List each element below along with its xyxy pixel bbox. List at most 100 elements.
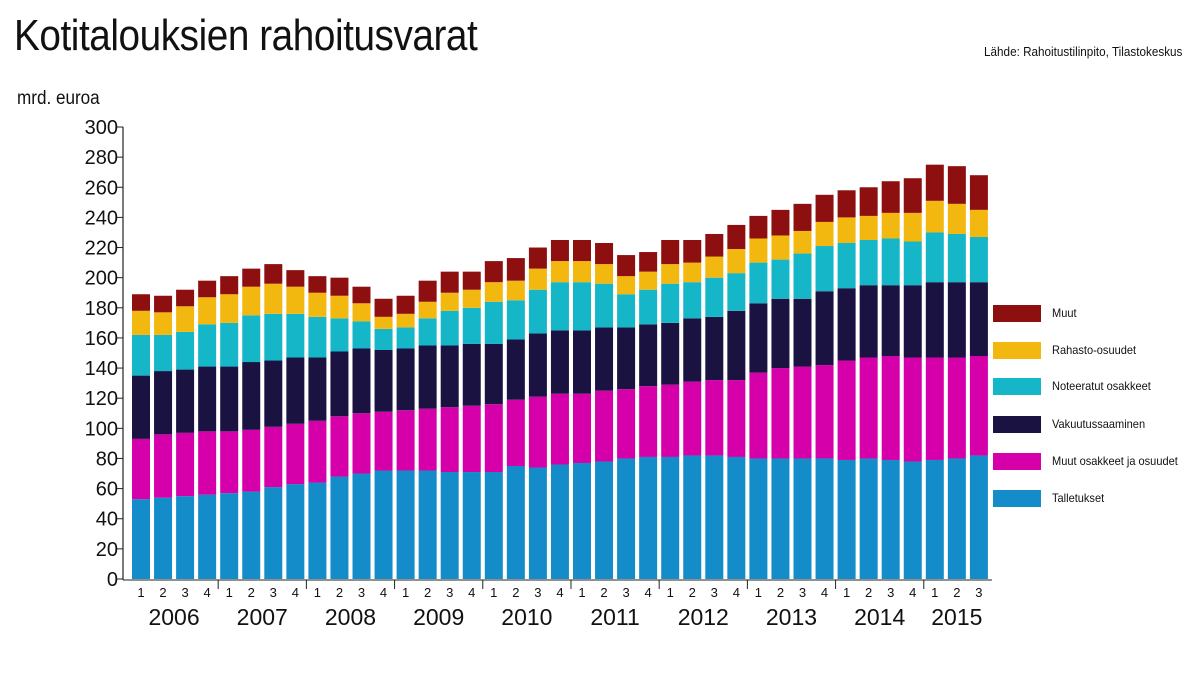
bar-segment: [242, 429, 261, 492]
bar-segment: [330, 351, 349, 417]
bar-segment: [683, 240, 702, 263]
bar-segment: [573, 282, 591, 331]
bar-segment: [859, 215, 878, 240]
bar-segment: [859, 458, 878, 579]
bar-segment: [132, 334, 150, 376]
bar-segment: [705, 316, 724, 381]
bar-segment: [242, 268, 261, 287]
bar-segment: [352, 348, 371, 414]
legend-label: Talletukset: [1052, 491, 1105, 505]
bar-segment: [440, 407, 459, 473]
bar-segment: [396, 327, 415, 349]
bar-segment: [374, 349, 393, 412]
bar-segment: [154, 334, 173, 372]
legend-item-muut: Muut: [993, 304, 1079, 322]
bar-segment: [484, 261, 503, 283]
bar-segment: [462, 343, 481, 406]
x-year-label: 2011: [590, 604, 639, 630]
bar-segment: [925, 164, 944, 201]
y-tick-label: 240: [85, 207, 118, 229]
x-tick-label: 4: [821, 585, 828, 600]
bar-segment: [528, 268, 547, 290]
bar-segment: [242, 315, 261, 363]
x-tick-label: 2: [424, 585, 431, 600]
bar-segment: [286, 357, 305, 424]
legend-label: Muut: [1052, 306, 1077, 320]
bar-segment: [198, 297, 217, 325]
x-tick-label: 3: [887, 585, 894, 600]
bar-segment: [815, 365, 834, 459]
y-tick-label: 20: [96, 539, 118, 561]
legend-swatch: [993, 489, 1041, 507]
bar-segment: [506, 258, 525, 281]
x-tick-label: 1: [843, 585, 850, 600]
bar-segment: [903, 241, 922, 286]
legend-label: Vakuutussaaminen: [1052, 417, 1146, 431]
x-tick-label: 1: [931, 585, 938, 600]
bar-segment: [793, 458, 812, 579]
x-tick-label: 2: [953, 585, 960, 600]
bar-segment: [440, 345, 459, 408]
bar-segment: [683, 282, 702, 319]
bar-segment: [396, 348, 415, 411]
y-tick-label: 140: [85, 358, 118, 380]
bar-segment: [352, 413, 371, 474]
bar-segment: [484, 343, 503, 405]
bar-segment: [418, 408, 437, 471]
bar-segment: [573, 393, 591, 463]
x-tick-label: 3: [711, 585, 718, 600]
bar-segment: [859, 240, 878, 286]
y-tick-label: 180: [85, 298, 118, 320]
legend-swatch: [993, 377, 1041, 395]
x-year-label: 2009: [413, 604, 464, 630]
x-year-label: 2015: [931, 604, 982, 630]
bar-segment: [639, 324, 658, 387]
bar-segment: [462, 289, 481, 308]
bar-segment: [859, 285, 878, 358]
bar-segment: [242, 491, 261, 579]
x-tick-label: 4: [733, 585, 740, 600]
bar-segment: [132, 438, 150, 500]
bar-segment: [330, 318, 349, 352]
bar-segment: [837, 190, 856, 218]
x-tick-label: 4: [645, 585, 652, 600]
x-year-label: 2006: [148, 604, 199, 630]
bar-segment: [132, 294, 150, 311]
bar-segment: [286, 484, 305, 579]
bar-segment: [925, 200, 944, 233]
x-year-label: 2013: [766, 604, 817, 630]
bar-segment: [176, 331, 195, 370]
x-tick-label: 4: [909, 585, 916, 600]
bar-segment: [308, 357, 327, 421]
bar-segment: [462, 307, 481, 344]
bar-segment: [617, 276, 636, 295]
bar-segment: [683, 381, 702, 456]
bar-segment: [462, 405, 481, 473]
bar-segment: [771, 209, 790, 236]
bar-segment: [264, 487, 283, 579]
bar-segment: [749, 215, 768, 239]
y-tick-label: 120: [85, 388, 118, 410]
bar-segment: [220, 431, 239, 494]
bar-segment: [330, 295, 349, 319]
bar-segment: [484, 301, 503, 344]
bar-segment: [506, 280, 525, 301]
bar-segment: [749, 458, 768, 579]
chart-title: Kotitalouksien rahoitusvarat: [14, 11, 478, 60]
bar-segment: [308, 482, 327, 579]
bar-segment: [484, 282, 503, 302]
bar-segment: [595, 243, 614, 265]
source-note: Lähde: Rahoitustilinpito, Tilastokeskus: [983, 44, 1182, 59]
bar-segment: [595, 264, 614, 284]
x-year-label: 2008: [325, 604, 376, 630]
bar-segment: [881, 459, 900, 579]
bar-segment: [154, 295, 173, 313]
bar-segment: [617, 458, 636, 579]
bar-segment: [330, 476, 349, 579]
bar-segment: [947, 233, 966, 283]
y-tick-label: 260: [85, 177, 118, 199]
y-tick-label: 300: [85, 117, 118, 139]
x-tick-label: 3: [446, 585, 453, 600]
bar-segment: [286, 270, 305, 287]
